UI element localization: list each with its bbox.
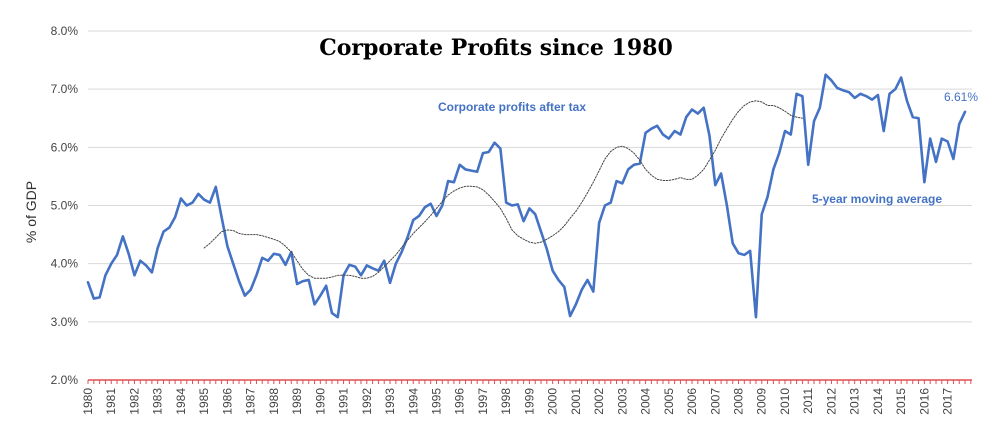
x-tick-label: 2005: [662, 388, 676, 415]
x-tick-label: 1991: [337, 388, 351, 415]
x-tick-label: 2015: [894, 388, 908, 415]
series-label-profits: Corporate profits after tax: [438, 100, 586, 114]
x-tick-label: 2012: [824, 388, 838, 415]
x-tick-label: 1985: [197, 388, 211, 415]
x-tick-label: 1989: [290, 388, 304, 415]
y-tick-label: 4.0%: [51, 257, 79, 271]
x-tick-label: 1997: [476, 388, 490, 415]
x-tick-label: 1983: [151, 388, 165, 415]
x-tick-label: 1994: [406, 388, 420, 415]
x-tick-label: 2000: [546, 388, 560, 415]
x-tick-label: 2011: [801, 388, 815, 414]
y-tick-labels: 2.0% 3.0% 4.0% 5.0% 6.0% 7.0% 8.0%: [51, 24, 79, 387]
x-tick-label: 1981: [104, 388, 118, 415]
x-tick-label: 2004: [639, 388, 653, 415]
x-tick-label: 2006: [685, 388, 699, 415]
x-tick-label: 1995: [429, 388, 443, 415]
x-tick-labels: 1980 1981 1982 1983 1984 1985 1986 1987 1988 1989…: [81, 388, 955, 415]
x-tick-label: 1984: [174, 388, 188, 415]
x-tick-label: 1986: [220, 388, 234, 415]
x-tick-label: 2014: [871, 388, 885, 415]
x-tick-label: 1993: [383, 388, 397, 415]
x-tick-label: 2010: [778, 388, 792, 415]
x-tick-label: 1998: [499, 388, 513, 415]
chart-title: Corporate Profits since 1980: [319, 35, 673, 61]
x-tick-label: 1980: [81, 388, 95, 415]
last-value-label: 6.61%: [944, 90, 978, 104]
x-tick-label: 1988: [267, 388, 281, 415]
x-tick-label: 2013: [848, 388, 862, 415]
x-tick-label: 2016: [917, 388, 931, 415]
x-tick-label: 1987: [244, 388, 258, 415]
y-tick-label: 8.0%: [51, 24, 79, 38]
y-tick-label: 5.0%: [51, 199, 79, 213]
x-tick-label: 1992: [360, 388, 374, 415]
x-tick-label: 2007: [708, 388, 722, 415]
x-tick-label: 2008: [732, 388, 746, 415]
grid-lines: [88, 30, 972, 323]
x-tick-label: 2001: [569, 388, 583, 415]
y-tick-label: 3.0%: [51, 315, 79, 329]
x-axis: [87, 379, 972, 384]
x-tick-label: 2017: [941, 388, 955, 415]
x-tick-label: 1990: [313, 388, 327, 415]
y-tick-label: 2.0%: [51, 373, 79, 387]
x-tick-label: 2003: [615, 388, 629, 415]
series-line-profits: [86, 73, 967, 319]
series-line-moving-average: [203, 100, 803, 279]
y-tick-label: 7.0%: [51, 82, 79, 96]
x-tick-label: 1982: [127, 388, 141, 415]
y-tick-label: 6.0%: [51, 140, 79, 154]
x-tick-label: 1999: [522, 388, 536, 415]
series-lines: [86, 73, 967, 319]
x-tick-label: 1996: [453, 388, 467, 415]
y-axis-label: % of GDP: [23, 181, 39, 243]
x-tick-label: 2009: [755, 388, 769, 415]
x-tick-label: 2002: [592, 388, 606, 415]
series-label-moving-average: 5-year moving average: [812, 192, 942, 206]
